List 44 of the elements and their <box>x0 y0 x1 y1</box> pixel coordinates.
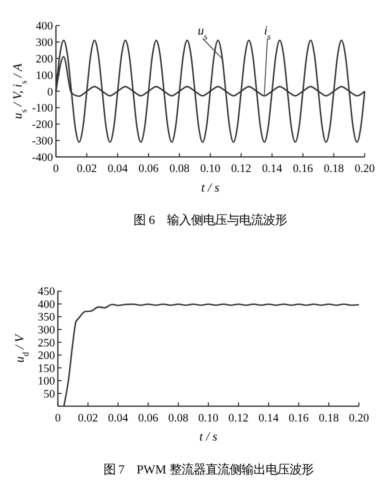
x-tick-label: 0.16 <box>292 163 314 176</box>
y-tick-label: 100 <box>36 70 54 82</box>
text: i$_{s}$ <box>264 24 272 42</box>
x-tick-label: 0.10 <box>200 163 221 176</box>
x-tick-label: 0.18 <box>318 412 340 425</box>
x-tick-label: 0.20 <box>348 412 370 425</box>
x-tick-label: 0.18 <box>324 163 344 176</box>
y-tick-label: -400 <box>32 152 54 164</box>
x-tick-label: 0.16 <box>288 412 310 425</box>
x-tick-label: 0.02 <box>78 412 98 425</box>
x-tick-label: 0.08 <box>168 412 189 425</box>
x-tick-label: 0.12 <box>228 412 249 425</box>
y-tick-label: 200 <box>36 53 54 66</box>
x-tick-label: 0.04 <box>108 163 128 176</box>
y-tick-label: 50 <box>43 388 56 400</box>
y-tick-label: 400 <box>36 20 54 33</box>
y-tick-label: 100 <box>38 376 56 388</box>
y-tick-label: 300 <box>36 37 54 50</box>
text: 图 6 输入侧电压与电流波形 <box>134 213 287 228</box>
x-tick-label: 0.02 <box>76 163 98 176</box>
y-tick-label: -300 <box>32 136 54 148</box>
x-tick-label: 0.20 <box>354 163 375 176</box>
series-label: u$_{s}$ <box>198 24 208 42</box>
x-tick-label: 0.08 <box>169 163 190 176</box>
x-axis-title: t / s <box>199 430 218 444</box>
x-tick-label: 0.14 <box>258 412 279 425</box>
y-tick-label: 0 <box>47 86 54 98</box>
y-tick-label: -200 <box>32 119 54 132</box>
x-axis-title: t / s <box>201 180 220 194</box>
y-tick-label: 250 <box>38 337 56 350</box>
x-tick-label: 0.14 <box>262 163 282 176</box>
x-tick-label: 0.06 <box>138 163 159 176</box>
x-tick-label: 0.06 <box>138 412 158 425</box>
y-tick-label: 450 <box>38 286 56 298</box>
y-tick-label: 350 <box>38 312 56 324</box>
x-tick-label: 0.12 <box>231 163 252 176</box>
y-tick-label: 150 <box>38 362 56 375</box>
y-tick-label: 300 <box>38 324 56 337</box>
y-tick-label: 200 <box>38 350 56 362</box>
x-tick-label: 0.10 <box>198 412 219 425</box>
y-tick-label: -100 <box>32 102 54 115</box>
text: 图 7 PWM 整流器直流侧输出电压波形 <box>103 462 314 476</box>
y-tick-label: 400 <box>38 298 56 311</box>
x-tick-label: 0.04 <box>108 412 128 425</box>
